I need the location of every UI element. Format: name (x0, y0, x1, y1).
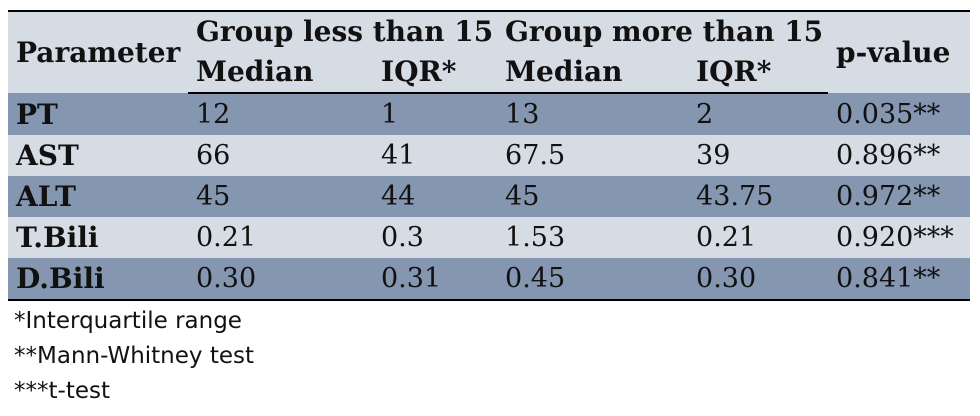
cell-iqr-less: 1 (373, 93, 498, 135)
cell-median-more: 1.53 (497, 217, 689, 258)
header-row-2: Median IQR* Median IQR* (8, 52, 970, 94)
row-parameter: D.Bili (8, 258, 188, 301)
header-group-more: Group more than 15 (497, 10, 829, 52)
table-row: D.Bili 0.30 0.31 0.45 0.30 0.841** (8, 258, 971, 301)
footnote-mann-whitney: **Mann-Whitney test (14, 343, 255, 369)
header-row-1: Parameter Group less than 15 Group more … (8, 10, 971, 93)
cell-median-less: 0.21 (188, 217, 373, 258)
cell-iqr-more: 0.21 (688, 217, 829, 258)
row-parameter: AST (8, 135, 188, 176)
header-median-more: Median (497, 52, 689, 94)
cell-iqr-less: 0.3 (373, 217, 498, 258)
cell-median-less: 45 (188, 176, 373, 217)
cell-iqr-more: 43.75 (688, 176, 829, 217)
header-median-less: Median (188, 52, 373, 94)
table-row: T.Bili 0.21 0.3 1.53 0.21 0.920*** (8, 217, 971, 258)
table-row: PT 12 1 13 2 0.035** (8, 93, 971, 135)
header-group-less: Group less than 15 (188, 10, 498, 52)
cell-iqr-more: 39 (688, 135, 829, 176)
cell-iqr-less: 41 (373, 135, 498, 176)
cell-pvalue: 0.841** (828, 258, 971, 301)
cell-median-more: 45 (497, 176, 689, 217)
table-row: ALT 45 44 45 43.75 0.972** (8, 176, 971, 217)
header-iqr-less: IQR* (373, 52, 498, 94)
cell-median-less: 0.30 (188, 258, 373, 301)
cell-iqr-more: 2 (688, 93, 829, 135)
results-table: Parameter Group less than 15 Group more … (8, 10, 971, 301)
cell-iqr-more: 0.30 (688, 258, 829, 301)
header-pvalue: p-value (828, 10, 971, 93)
footnotes: *Interquartile range **Mann-Whitney test… (14, 304, 254, 409)
cell-median-less: 66 (188, 135, 373, 176)
cell-pvalue: 0.920*** (828, 217, 971, 258)
header-parameter: Parameter (8, 10, 188, 93)
cell-pvalue: 0.035** (828, 93, 971, 135)
row-parameter: PT (8, 93, 188, 135)
row-parameter: ALT (8, 176, 188, 217)
table-row: AST 66 41 67.5 39 0.896** (8, 135, 971, 176)
results-table-container: Parameter Group less than 15 Group more … (8, 10, 971, 301)
cell-median-less: 12 (188, 93, 373, 135)
cell-median-more: 0.45 (497, 258, 689, 301)
row-parameter: T.Bili (8, 217, 188, 258)
cell-median-more: 67.5 (497, 135, 689, 176)
footnote-iqr: *Interquartile range (14, 308, 242, 334)
cell-iqr-less: 0.31 (373, 258, 498, 301)
header-iqr-more: IQR* (688, 52, 829, 94)
footnote-t-test: ***t-test (14, 378, 110, 404)
cell-pvalue: 0.972** (828, 176, 971, 217)
cell-iqr-less: 44 (373, 176, 498, 217)
cell-pvalue: 0.896** (828, 135, 971, 176)
cell-median-more: 13 (497, 93, 689, 135)
